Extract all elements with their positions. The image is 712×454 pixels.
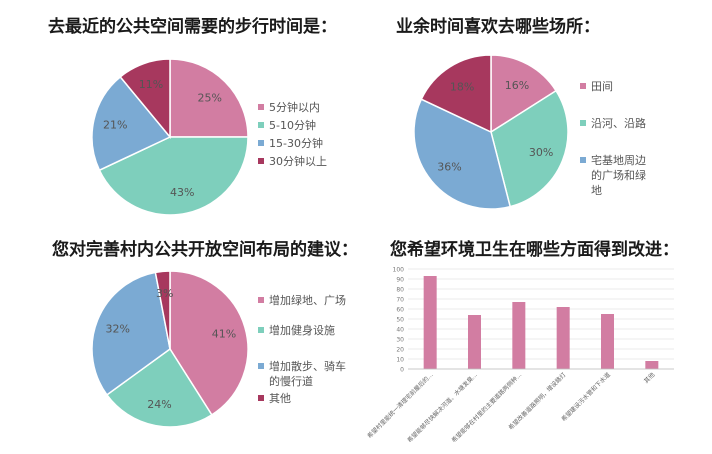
y-tick-label: 90 <box>396 277 404 284</box>
legend-item-3: 15-30分钟 <box>258 136 354 151</box>
pie-slice-2 <box>98 136 249 216</box>
chart-panel-walk-time: 去最近的公共空间需要的步行时间是： 25% 43% 21% 11% 5分钟以内 5-10… <box>0 0 356 227</box>
legend-item-1: 5分钟以内 <box>258 100 354 115</box>
pie-slice-2 <box>490 89 569 208</box>
y-tick-label: 80 <box>396 287 404 294</box>
legend-swatch <box>258 363 264 369</box>
y-tick-label: 0 <box>400 367 404 374</box>
pie-data-label-2: 30% <box>529 146 553 159</box>
legend-label: 30分钟以上 <box>269 155 327 168</box>
bar-3 <box>512 302 526 369</box>
chart-title-leisure-places: 业余时间喜欢去哪些场所： <box>396 17 600 37</box>
pie-chart-leisure-places: 16% 30% 36% 18% <box>413 54 569 210</box>
y-tick-label: 50 <box>396 317 404 324</box>
legend-swatch <box>258 104 264 110</box>
legend-item-2: 沿河、沿路 <box>580 116 650 131</box>
legend-item-4: 30分钟以上 <box>258 154 354 169</box>
pie-slice-1 <box>169 58 249 138</box>
legend-label: 5分钟以内 <box>269 101 320 114</box>
bar-chart-sanitation: 0102030405060708090100希望村里能统一清理宅前屋后的...希… <box>365 267 674 444</box>
legend-label: 田间 <box>591 80 613 93</box>
chart-title-walk-time: 去最近的公共空间需要的步行时间是： <box>48 17 337 37</box>
legend-swatch <box>580 120 586 126</box>
legend-swatch <box>580 83 586 89</box>
legend-walk-time: 5分钟以内 5-10分钟 15-30分钟 30分钟以上 <box>258 100 358 180</box>
pie-data-label-1: 41% <box>212 327 236 340</box>
legend-layout-suggestions: 增加绿地、广场 增加健身设施增加散步、骑车的慢行道其他 <box>258 293 354 423</box>
chart-title-layout-suggestions: 您对完善村内公共开放空间布局的建议： <box>52 240 358 260</box>
pie-data-label-2: 24% <box>147 398 171 411</box>
legend-swatch <box>258 122 264 128</box>
legend-swatch <box>580 157 586 163</box>
pie-data-label-3: 36% <box>437 160 461 173</box>
x-tick-label-5: 希望建设污水管和下水道 <box>560 371 612 423</box>
x-tick-label-6: 其他 <box>642 371 656 385</box>
legend-label: 5-10分钟 <box>269 119 316 132</box>
pie-slice-2 <box>105 347 213 428</box>
y-tick-label: 100 <box>393 267 405 274</box>
pie-data-label-4: 3% <box>156 287 173 300</box>
bar-2 <box>468 315 481 369</box>
legend-swatch <box>258 327 264 333</box>
bar-6 <box>645 361 659 369</box>
legend-item-1: 田间 <box>580 79 650 94</box>
legend-label: 增加散步、骑车的慢行道 <box>269 360 346 388</box>
pie-chart-walk-time: 25% 43% 21% 11% <box>91 58 249 216</box>
pie-data-label-1: 25% <box>197 91 221 104</box>
y-tick-label: 70 <box>396 297 404 304</box>
x-tick-label-2: 希望能够尽快解决河道、水塘发臭... <box>406 371 479 444</box>
pie-slice-3 <box>91 75 172 172</box>
legend-item-3: 增加散步、骑车的慢行道 <box>258 359 354 389</box>
legend-item-3: 宅基地周边的广场和绿地 <box>580 153 650 198</box>
bar-1 <box>423 276 437 369</box>
bar-4 <box>556 307 570 369</box>
pie-data-label-1: 16% <box>505 79 529 92</box>
legend-swatch <box>258 297 264 303</box>
legend-item-4: 其他 <box>258 391 354 406</box>
chart-title-sanitation: 您希望环境卫生在哪些方面得到改进： <box>390 240 679 260</box>
pie-data-label-2: 43% <box>170 186 194 199</box>
y-tick-label: 10 <box>396 357 404 364</box>
chart-panel-layout-suggestions: 您对完善村内公共开放空间布局的建议： 41% 24% 32% 3% 增加绿地、广场 增加… <box>0 227 358 454</box>
pie-slice-4 <box>420 54 492 134</box>
legend-label: 增加绿地、广场 <box>269 294 346 307</box>
pie-data-label-4: 18% <box>450 80 474 93</box>
y-tick-label: 20 <box>396 347 404 354</box>
legend-label: 宅基地周边的广场和绿地 <box>591 154 646 197</box>
chart-panel-leisure-places: 业余时间喜欢去哪些场所： 16% 30% 36% 18% 田间沿河、沿路宅基地周边的广… <box>356 0 712 227</box>
bar-5 <box>601 314 614 369</box>
legend-label: 增加健身设施 <box>269 324 335 337</box>
pie-chart-layout-suggestions: 41% 24% 32% 3% <box>91 270 249 428</box>
pie-data-label-4: 11% <box>139 78 163 91</box>
legend-swatch <box>258 158 264 164</box>
legend-label: 其他 <box>269 392 291 405</box>
y-tick-label: 30 <box>396 337 404 344</box>
pie-slice-1 <box>490 54 558 134</box>
pie-slice-4 <box>154 270 171 350</box>
legend-swatch <box>258 395 264 401</box>
legend-item-1: 增加绿地、广场 <box>258 293 354 308</box>
chart-panel-sanitation: 您希望环境卫生在哪些方面得到改进： 0 10 20 30 40 50 60 70 80 90 100… <box>356 227 712 454</box>
legend-label: 15-30分钟 <box>269 137 323 150</box>
x-tick-label-3: 希望能够在村里的主要道路两侧种... <box>450 371 523 444</box>
legend-leisure-places: 田间沿河、沿路宅基地周边的广场和绿地 <box>580 79 672 209</box>
pie-data-label-3: 21% <box>103 119 127 132</box>
pie-slice-3 <box>413 98 512 210</box>
pie-slice-4 <box>119 58 171 140</box>
legend-swatch <box>258 140 264 146</box>
legend-item-2: 5-10分钟 <box>258 118 354 133</box>
legend-label: 沿河、沿路 <box>591 117 646 130</box>
pie-data-label-3: 32% <box>106 322 130 335</box>
legend-item-2: 增加健身设施 <box>258 323 354 338</box>
y-tick-label: 60 <box>396 307 404 314</box>
y-tick-label: 40 <box>396 327 404 334</box>
pie-slice-3 <box>91 271 171 396</box>
